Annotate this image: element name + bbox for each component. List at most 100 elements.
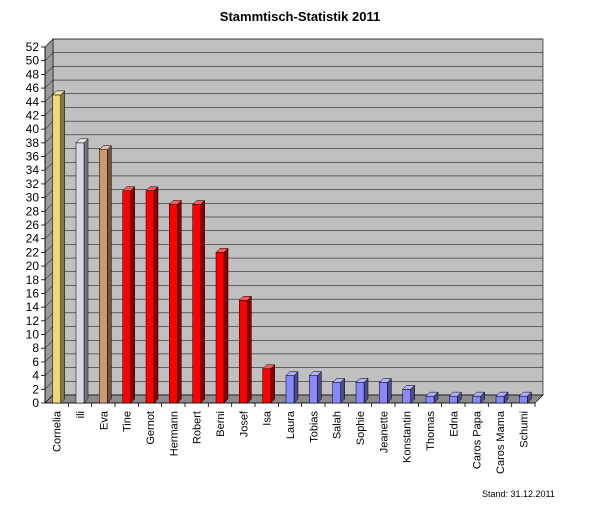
bar-top: [425, 391, 439, 397]
bar-top: [308, 371, 322, 376]
bar-side: [83, 138, 89, 404]
x-tick-label: Eva: [98, 410, 110, 430]
y-tick-label: 38: [26, 136, 40, 150]
y-tick-label: 40: [26, 122, 40, 136]
bar: [519, 395, 528, 404]
x-tick-label: Tine: [122, 411, 134, 432]
gridline: [44, 38, 543, 48]
bar-side: [200, 199, 205, 404]
gridline: [44, 79, 543, 89]
bar-side: [130, 186, 135, 404]
bar-top: [472, 391, 486, 397]
bar-top: [192, 200, 206, 205]
x-tick-label: Jeanette: [378, 411, 390, 453]
bar: [215, 252, 225, 404]
bar-top: [402, 385, 416, 390]
y-tick-label: 24: [26, 232, 40, 246]
y-tick-label: 28: [26, 204, 40, 218]
bar: [75, 142, 85, 404]
x-tick-label: Cornelia: [52, 410, 64, 452]
bar: [332, 382, 341, 404]
x-tick-label: Caros Mama: [495, 410, 507, 474]
y-tick-label: 34: [26, 163, 40, 177]
bar-top: [215, 248, 229, 253]
x-tick-label: Isa: [262, 410, 274, 426]
bar-side: [107, 145, 112, 404]
bar: [262, 368, 271, 404]
y-tick-label: 16: [26, 286, 40, 300]
chart-title: Stammtisch-Statistik 2011: [219, 9, 381, 24]
bar-side: [247, 295, 252, 404]
y-tick-label: 22: [26, 245, 40, 259]
bar-top: [285, 371, 299, 376]
x-tick-label: ili: [75, 411, 87, 418]
gridline: [44, 66, 543, 75]
x-tick-label: Josef: [238, 410, 250, 437]
bar: [99, 149, 108, 404]
y-tick-label: 12: [26, 314, 40, 328]
gridline: [44, 52, 543, 61]
gridline: [44, 93, 543, 102]
x-tick-label: Laura: [285, 410, 297, 439]
bar-top: [448, 391, 462, 397]
bar: [355, 382, 365, 404]
bar: [472, 395, 481, 404]
bar: [52, 94, 61, 404]
x-tick-label: Thomas: [425, 411, 437, 451]
bar: [495, 395, 505, 404]
bar-top: [332, 378, 346, 383]
x-tick-label: Tobias: [308, 411, 320, 443]
bar-side: [270, 364, 275, 404]
y-tick-label: 32: [26, 177, 40, 191]
bar-top: [168, 200, 182, 205]
bar: [169, 204, 178, 404]
y-tick-label: 4: [32, 369, 39, 383]
x-tick-label: Konstantin: [402, 411, 414, 463]
y-tick-label: 50: [26, 54, 40, 68]
x-tick-label: Berni: [215, 411, 227, 437]
y-tick-label: 18: [26, 273, 40, 287]
bar: [309, 375, 318, 404]
y-tick-label: 36: [26, 150, 40, 164]
bar-side: [317, 371, 322, 404]
bar-top: [75, 138, 89, 144]
y-tick-label: 42: [26, 108, 40, 122]
bar-top: [518, 391, 532, 397]
bar: [192, 204, 201, 404]
bar-top: [145, 186, 159, 192]
y-tick-label: 52: [26, 40, 40, 54]
bar-side: [60, 90, 65, 404]
y-tick-label: 2: [32, 382, 39, 396]
bar-side: [177, 199, 182, 404]
bar: [402, 389, 411, 404]
bar-top: [262, 364, 276, 370]
bar-side: [153, 186, 159, 404]
bar-top: [52, 90, 66, 96]
bar: [285, 375, 295, 404]
y-tick-label: 46: [26, 81, 40, 95]
y-tick-label: 14: [26, 300, 40, 314]
x-tick-label: Schumi: [518, 411, 530, 448]
bar-top: [495, 391, 509, 397]
bar-side: [223, 247, 229, 404]
y-tick-label: 6: [32, 355, 39, 369]
y-tick-label: 8: [32, 341, 39, 355]
bar: [379, 382, 388, 404]
x-tick-label: Salah: [332, 411, 344, 439]
x-tick-label: Caros Papa: [472, 410, 484, 469]
x-tick-label: Sophie: [355, 411, 367, 445]
x-tick-label: Gernot: [145, 411, 157, 445]
y-tick-label: 48: [26, 67, 40, 81]
bar: [425, 395, 435, 404]
bar: [122, 190, 131, 404]
bar: [449, 395, 458, 404]
y-tick-label: 10: [26, 328, 40, 342]
x-tick-label: Hermann: [168, 411, 180, 456]
bar-side: [293, 371, 299, 404]
y-tick-label: 0: [32, 396, 39, 410]
bar-top: [98, 145, 112, 150]
footer-date: Stand: 31.12.2011: [482, 489, 555, 499]
x-tick-label: Edna: [448, 410, 460, 437]
y-tick-label: 26: [26, 218, 40, 232]
